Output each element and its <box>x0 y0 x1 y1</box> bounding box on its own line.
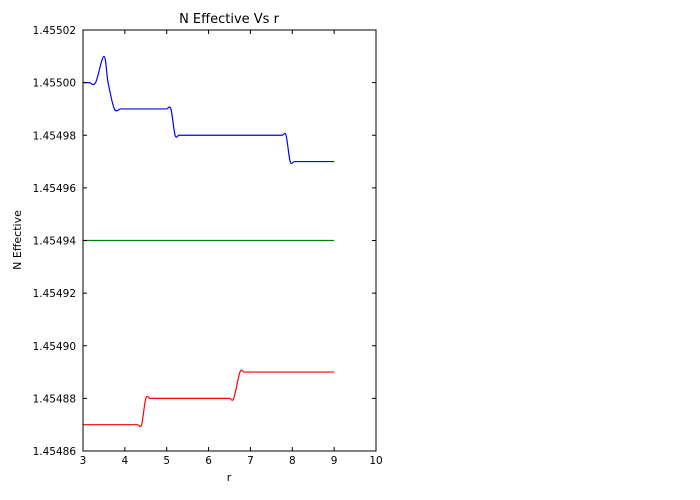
x-tick-label: 3 <box>80 455 87 467</box>
y-axis-title: N Effective <box>11 210 24 270</box>
y-tick-label: 1.45500 <box>33 78 76 90</box>
x-tick-label: 4 <box>122 455 129 467</box>
x-tick-label: 7 <box>247 455 254 467</box>
series-line-1 <box>83 55 335 165</box>
x-tick-label: 8 <box>289 455 296 467</box>
plot-area: 3 4 5 6 7 8 9 10 1.45486 1.45488 1.45490 1.45492 1.4… <box>33 25 383 467</box>
y-tick-label: 1.45496 <box>33 183 77 195</box>
y-tick-label: 1.45488 <box>33 393 76 405</box>
x-tick-label: 6 <box>205 455 212 467</box>
y-tick-label: 1.45490 <box>33 341 76 353</box>
y-tick-label: 1.45502 <box>33 25 76 37</box>
x-tick-label: 9 <box>331 455 338 467</box>
y-tick-label: 1.45492 <box>33 288 76 300</box>
y-tick-label: 1.45498 <box>33 130 76 142</box>
chart-title: N Effective Vs r <box>179 12 280 27</box>
series-line-3 <box>82 369 335 428</box>
y-tick-label: 1.45494 <box>33 236 77 248</box>
x-axis-title: r <box>227 471 232 484</box>
y-tick-label: 1.45486 <box>33 446 77 458</box>
x-tick-label: 5 <box>163 455 170 467</box>
x-tick-label: 10 <box>369 455 382 467</box>
